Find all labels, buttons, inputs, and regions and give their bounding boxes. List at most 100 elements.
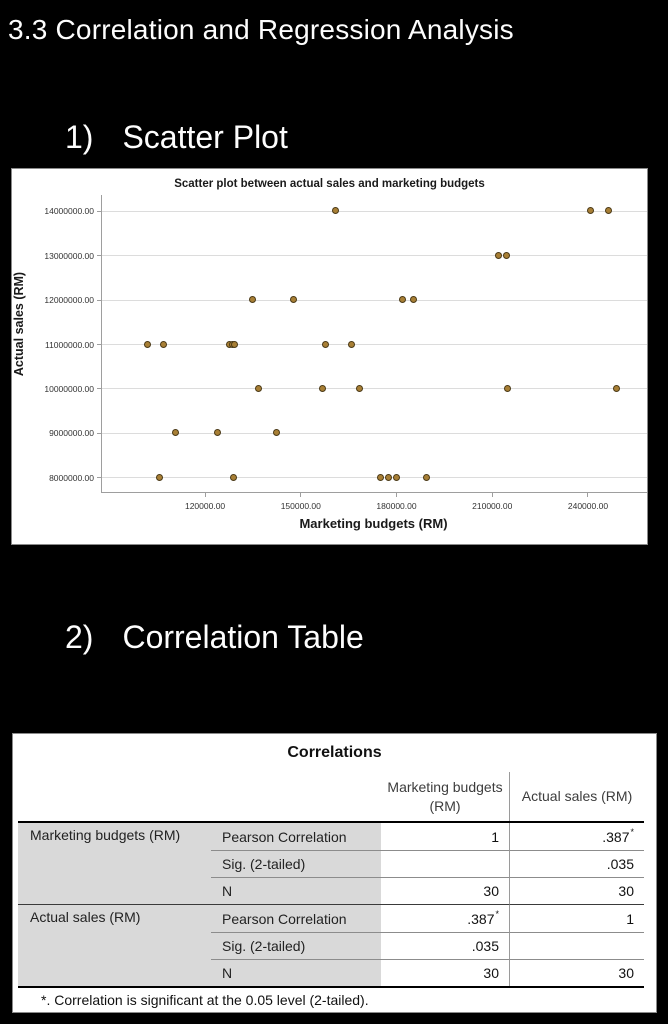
data-point	[159, 340, 167, 348]
y-tick-label: 12000000.00	[44, 295, 94, 305]
gridline	[102, 255, 647, 256]
data-point	[272, 429, 280, 437]
data-point	[422, 473, 430, 481]
x-tick-mark	[491, 492, 493, 497]
gridline	[102, 210, 647, 212]
column-header: Marketing budgets (RM)	[387, 779, 503, 814]
data-point	[248, 296, 256, 303]
y-tick-label: 14000000.00	[44, 206, 94, 217]
stat-label: Pearson Correlation	[211, 823, 381, 851]
section-number: 2)	[65, 619, 94, 655]
significance-asterisk: *	[495, 908, 499, 919]
y-tick-label: 10000000.00	[44, 383, 94, 394]
y-tick-mark	[97, 299, 102, 301]
header-corner-cell	[18, 772, 211, 821]
y-tick-mark	[97, 255, 102, 256]
chart-title: Scatter plot between actual sales and ma…	[174, 178, 485, 190]
y-tick-label: 8000000.00	[49, 472, 94, 483]
value-cell: .387 *	[509, 823, 644, 851]
value-cell: .035	[381, 931, 509, 959]
data-point	[398, 296, 406, 303]
x-tick-label: 180000.00	[376, 501, 417, 511]
x-tick-mark	[396, 492, 398, 497]
value-cell: .035	[509, 850, 644, 878]
table-header-row: Marketing budgets (RM) Actual sales (RM)	[18, 772, 644, 821]
section-number: 1)	[65, 119, 94, 155]
data-point	[229, 473, 237, 481]
data-point	[290, 296, 298, 303]
data-point	[331, 207, 339, 215]
y-axis-label: Actual sales (RM)	[12, 271, 26, 377]
data-point	[347, 340, 355, 348]
y-tick-label: 13000000.00	[44, 250, 94, 261]
correlation-table-panel: Correlations Marketing budgets (RM) Actua…	[12, 733, 657, 1013]
table-body: Marketing budgets (RM) Pearson Correlatio…	[18, 821, 644, 988]
stat-label: Pearson Correlation	[211, 904, 381, 932]
row-group-label: Marketing budgets (RM)	[18, 823, 211, 905]
data-point	[612, 384, 620, 392]
gridline	[102, 344, 647, 345]
value-cell	[381, 850, 509, 878]
section-heading-scatter-plot: 1) Scatter Plot	[65, 119, 288, 156]
data-point	[255, 384, 263, 392]
x-tick-label: 240000.00	[567, 501, 609, 511]
stat-label: N	[211, 877, 381, 905]
data-point	[384, 473, 392, 481]
y-tick-mark	[97, 432, 102, 434]
significance-asterisk: *	[630, 826, 634, 837]
data-point	[322, 340, 330, 348]
data-point	[502, 251, 510, 259]
data-point	[213, 429, 221, 437]
data-point	[410, 296, 418, 303]
x-tick-mark	[587, 492, 589, 497]
gridline	[102, 299, 647, 301]
stat-label: Sig. (2-tailed)	[211, 850, 381, 878]
gridline	[102, 388, 647, 390]
y-tick-mark	[97, 344, 102, 345]
data-point	[319, 384, 327, 392]
data-point	[494, 251, 502, 259]
gridline	[102, 477, 647, 479]
scatter-plot-panel: Scatter plot between actual sales and ma…	[11, 168, 648, 545]
y-tick-mark	[97, 477, 102, 479]
value-cell: 1	[509, 904, 644, 932]
value-cell: 30	[509, 958, 644, 986]
data-point	[376, 473, 384, 481]
section-label: Correlation Table	[122, 619, 364, 655]
data-point	[231, 340, 239, 348]
table-title: Correlations	[287, 744, 382, 761]
plot-area: 8000000.00 9000000.00 10000000.00 11000000.…	[44, 195, 647, 511]
data-point	[143, 340, 151, 348]
value-cell	[509, 931, 644, 959]
y-tick-label: 9000000.00	[49, 428, 94, 439]
x-axis-label: Marketing budgets (RM)	[299, 516, 448, 531]
value-cell: .387 *	[381, 904, 509, 932]
column-header: Actual sales (RM)	[509, 772, 644, 821]
gridline	[102, 432, 647, 434]
section-label: Scatter Plot	[122, 119, 288, 155]
row-group-label: Actual sales (RM)	[18, 904, 211, 986]
data-point	[604, 207, 612, 215]
value-cell: 30	[381, 877, 509, 905]
y-tick-mark	[97, 388, 102, 390]
stat-label: Sig. (2-tailed)	[211, 931, 381, 959]
data-point	[504, 384, 512, 392]
x-tick-mark	[300, 492, 302, 497]
x-tick-label: 150000.00	[280, 501, 321, 511]
data-point	[587, 207, 595, 215]
x-tick-mark	[204, 492, 206, 497]
x-tick-label: 120000.00	[184, 501, 226, 511]
header-corner-cell	[211, 772, 381, 821]
data-point	[156, 473, 164, 481]
data-point	[172, 429, 180, 437]
section-heading-correlation-table: 2) Correlation Table	[65, 619, 364, 656]
value-cell: 1	[381, 823, 509, 851]
data-point	[355, 384, 363, 392]
table-footnote: *. Correlation is significant at the 0.0…	[41, 992, 369, 1008]
x-tick-label: 210000.00	[472, 501, 513, 511]
y-tick-mark	[97, 210, 102, 212]
value-cell: 30	[509, 877, 644, 905]
y-tick-label: 11000000.00	[44, 339, 94, 350]
stat-label: N	[211, 958, 381, 986]
data-point	[392, 473, 400, 481]
